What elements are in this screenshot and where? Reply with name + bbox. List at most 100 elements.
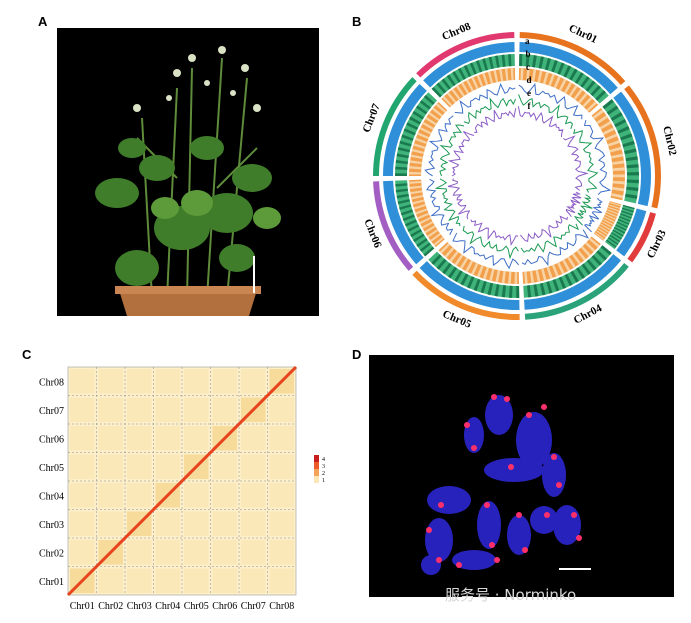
track-c-stripe (410, 154, 423, 160)
track-b-stripe (457, 67, 466, 80)
track-c-stripe (602, 218, 614, 226)
track-b-stripe (399, 204, 412, 210)
heatmap-block (155, 369, 180, 394)
track-d (454, 82, 516, 114)
track-b-stripe (488, 56, 494, 70)
track-b-stripe (519, 54, 523, 67)
chromosome-label: Chr06 (361, 217, 383, 250)
heatmap-block (70, 483, 95, 508)
track-b-stripe (407, 224, 420, 232)
heatmap-block (127, 426, 152, 451)
track-b-stripe (580, 76, 590, 88)
track-b-stripe (406, 122, 419, 130)
track-b-stripe (544, 58, 551, 71)
track-c-stripe (431, 107, 443, 117)
track-b-stripe (494, 284, 500, 297)
track-b-stripe (600, 245, 612, 256)
track-b-stripe (609, 234, 621, 243)
track-c-stripe (597, 227, 608, 236)
track-b-stripe (622, 204, 635, 210)
track-c-stripe (499, 69, 504, 82)
heatmap-block (241, 511, 266, 536)
track-b-stripe (508, 54, 512, 67)
track-b-stripe (397, 199, 410, 205)
track-b-stripe (615, 224, 627, 231)
track-c-stripe (609, 201, 622, 207)
track-c-stripe (435, 103, 447, 113)
track-c-stripe (419, 127, 432, 135)
track-b-stripe (480, 280, 487, 294)
track-b-stripe (552, 279, 560, 292)
track-b-stripe (564, 273, 573, 286)
track-c-stripe (493, 70, 499, 83)
track-c-stripe (412, 199, 425, 205)
track-b-stripe (620, 213, 632, 219)
legend-label: 3 (322, 464, 325, 470)
hic-heatmap: Chr01Chr01Chr02Chr02Chr03Chr03Chr04Chr04… (39, 365, 325, 612)
track-letter: b (526, 49, 531, 59)
chromosome-ring (412, 270, 520, 320)
track-b (523, 245, 612, 298)
heatmap-block (155, 568, 180, 593)
heatmap-block (212, 511, 237, 536)
track-a (519, 42, 618, 95)
track-c-stripe (409, 181, 422, 184)
track-f (519, 215, 568, 242)
track-e (520, 223, 580, 253)
chromosome-ring (627, 212, 656, 263)
track-c-stripe (571, 253, 582, 265)
heatmap-block (98, 426, 123, 451)
track-c-stripe (595, 229, 607, 238)
track-b-stripe (419, 100, 431, 110)
legend-swatch (314, 455, 319, 462)
track-c-stripe (508, 271, 512, 284)
track-letter: d (527, 75, 532, 85)
track-b-stripe (413, 233, 425, 243)
track-c-stripe (427, 229, 439, 238)
track-c-stripe (510, 68, 514, 81)
plant-photo (57, 28, 319, 316)
heatmap-block (269, 397, 294, 422)
track-c-stripe (487, 71, 494, 84)
track-b-stripe (436, 258, 447, 270)
track-c-stripe (422, 121, 434, 130)
track-b-stripe (516, 285, 520, 298)
y-axis-label: Chr06 (39, 434, 64, 445)
track-b-stripe (423, 95, 435, 105)
track-b (602, 99, 639, 204)
track-b-stripe (395, 160, 408, 165)
track-c-stripe (471, 77, 479, 89)
track-c-stripe (537, 70, 543, 83)
track-f (447, 178, 471, 220)
track-e (462, 225, 519, 260)
track-c-stripe (459, 257, 469, 270)
track-c-stripe (568, 85, 578, 97)
y-axis-label: Chr02 (39, 548, 64, 559)
track-b-stripe (397, 147, 411, 153)
heatmap-block (269, 426, 294, 451)
track-c-stripe (612, 160, 625, 165)
track-b-stripe (401, 134, 414, 141)
track-b-stripe (557, 62, 565, 75)
track-b-stripe (475, 60, 483, 73)
track-c-stripe (520, 68, 524, 81)
track-c-stripe (430, 233, 441, 242)
track-c-stripe (526, 68, 530, 81)
track-e (439, 124, 465, 177)
track-b-stripe (585, 80, 596, 92)
track-c-stripe (456, 85, 465, 97)
track-c-stripe (601, 221, 613, 228)
track-c-stripe (482, 73, 489, 86)
track-c-stripe (471, 262, 479, 275)
track-b-stripe (622, 140, 635, 148)
legend-swatch (314, 462, 319, 469)
track-c-stripe (607, 140, 620, 147)
track-b-stripe (596, 250, 608, 261)
track-letter: c (526, 62, 530, 72)
track-c-stripe (449, 250, 459, 262)
track-c-stripe (563, 81, 573, 94)
heatmap-block (184, 540, 209, 565)
track-c-stripe (562, 259, 571, 272)
y-axis-label: Chr08 (39, 377, 64, 388)
heatmap-block (127, 454, 152, 479)
